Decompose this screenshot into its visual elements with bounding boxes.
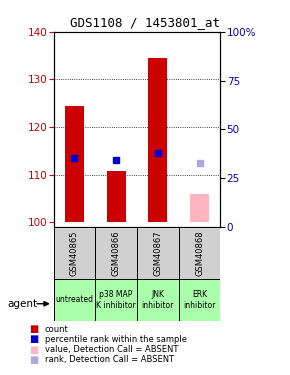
Text: GSM40868: GSM40868 [195, 230, 204, 276]
Bar [179, 279, 220, 321]
Text: ■: ■ [29, 324, 38, 334]
Text: ■: ■ [29, 334, 38, 344]
Text: GSM40866: GSM40866 [112, 230, 121, 276]
Text: ERK
inhibitor: ERK inhibitor [183, 290, 216, 310]
Bar [95, 227, 137, 279]
Bar [137, 227, 179, 279]
Text: p38 MAP
K inhibitor: p38 MAP K inhibitor [96, 290, 136, 310]
Text: count: count [45, 325, 69, 334]
Bar [54, 227, 95, 279]
Bar [107, 171, 126, 222]
Text: GSM40867: GSM40867 [153, 230, 162, 276]
Text: agent: agent [7, 299, 37, 309]
Bar [54, 279, 95, 321]
Bar [137, 279, 179, 321]
Text: JNK
inhibitor: JNK inhibitor [142, 290, 174, 310]
Bar [190, 194, 209, 222]
Bar [179, 227, 220, 279]
Text: percentile rank within the sample: percentile rank within the sample [45, 335, 187, 344]
Text: ■: ■ [29, 355, 38, 364]
Text: ■: ■ [29, 345, 38, 354]
Text: GSM40865: GSM40865 [70, 230, 79, 276]
Text: untreated: untreated [55, 296, 93, 304]
Bar [95, 279, 137, 321]
Text: rank, Detection Call = ABSENT: rank, Detection Call = ABSENT [45, 355, 174, 364]
Bar [148, 58, 167, 222]
Text: GDS1108 / 1453801_at: GDS1108 / 1453801_at [70, 16, 220, 29]
Text: value, Detection Call = ABSENT: value, Detection Call = ABSENT [45, 345, 178, 354]
Bar [65, 106, 84, 222]
